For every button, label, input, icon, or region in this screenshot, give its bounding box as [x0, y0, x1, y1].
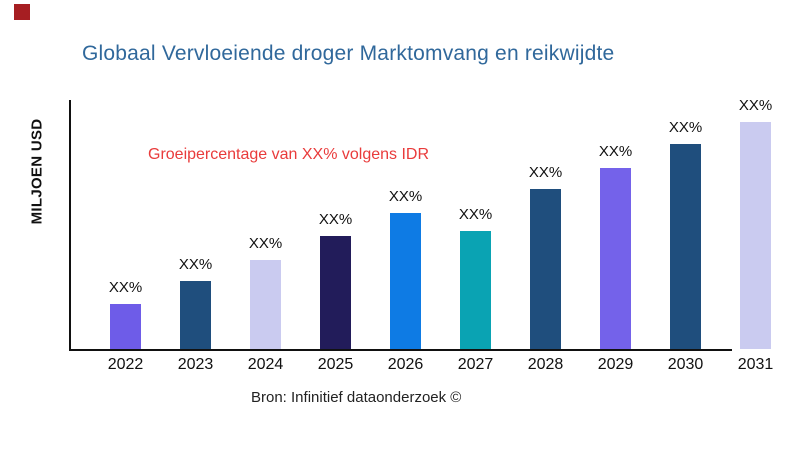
x-tick-label: 2026	[387, 356, 424, 373]
x-tick-label: 2022	[107, 356, 144, 373]
bar	[320, 236, 351, 349]
bar-value-label: XX%	[668, 119, 703, 136]
bar-value-label: XX%	[178, 256, 213, 273]
bar	[460, 231, 491, 349]
bar-value-label: XX%	[108, 279, 143, 296]
y-axis-line	[69, 100, 71, 351]
page-title: Globaal Vervloeiende droger Marktomvang …	[82, 42, 615, 65]
bar-value-label: XX%	[318, 211, 353, 228]
source-caption: Bron: Infinitief dataonderzoek ©	[251, 389, 462, 406]
bar-value-label: XX%	[248, 235, 283, 252]
x-tick-label: 2031	[737, 356, 774, 373]
x-tick-label: 2030	[667, 356, 704, 373]
bar	[180, 281, 211, 349]
bar-value-label: XX%	[738, 97, 773, 114]
bar	[600, 168, 631, 349]
bar	[250, 260, 281, 349]
x-tick-label: 2024	[247, 356, 284, 373]
x-tick-label: 2028	[527, 356, 564, 373]
x-axis-line	[69, 349, 732, 351]
bar-value-label: XX%	[458, 206, 493, 223]
x-tick-label: 2027	[457, 356, 494, 373]
bar-value-label: XX%	[528, 164, 563, 181]
y-axis-label: MILJOEN USD	[28, 118, 46, 225]
x-tick-label: 2023	[177, 356, 214, 373]
bar	[530, 189, 561, 349]
bar-value-label: XX%	[388, 188, 423, 205]
growth-annotation: Groeipercentage van XX% volgens IDR	[148, 146, 430, 163]
x-tick-label: 2025	[317, 356, 354, 373]
bar	[110, 304, 141, 349]
x-tick-label: 2029	[597, 356, 634, 373]
bar-value-label: XX%	[598, 143, 633, 160]
bar	[670, 144, 701, 349]
bar	[390, 213, 421, 349]
logo-mark	[14, 4, 30, 20]
bar	[740, 122, 771, 349]
